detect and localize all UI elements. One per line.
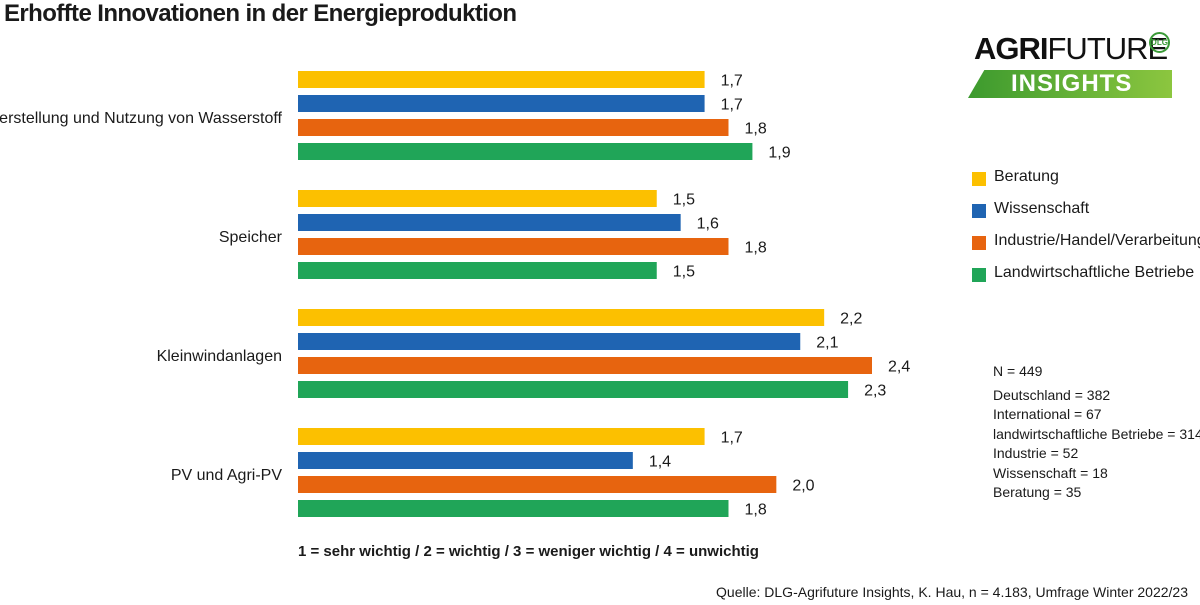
legend-swatch xyxy=(972,268,986,282)
bar-value-label: 1,9 xyxy=(768,145,790,162)
scale-explanation: 1 = sehr wichtig / 2 = wichtig / 3 = wen… xyxy=(298,543,759,560)
legend-label: Industrie/Handel/Verarbeitung xyxy=(994,232,1200,249)
category-label: Kleinwindanlagen xyxy=(157,348,282,365)
legend-swatch xyxy=(972,172,986,186)
bar xyxy=(298,428,705,445)
bar xyxy=(298,214,681,231)
bar xyxy=(298,357,872,374)
logo-wordmark: AGRIFUTURE xyxy=(974,31,1169,66)
bar-value-label: 1,6 xyxy=(697,216,719,233)
bar xyxy=(298,238,729,255)
agrifuture-insights-logo: AGRIFUTURE DLG INSIGHTS xyxy=(968,32,1174,102)
bar xyxy=(298,119,729,136)
bar xyxy=(298,190,657,207)
bar-value-label: 1,5 xyxy=(673,192,695,209)
bar-value-label: 1,8 xyxy=(745,121,767,138)
bar-value-label: 2,2 xyxy=(840,311,862,328)
bar xyxy=(298,143,753,160)
legend-label: Beratung xyxy=(994,168,1059,185)
bar-value-label: 1,7 xyxy=(721,97,743,114)
sample-row: Deutschland = 382 xyxy=(993,386,1111,403)
sample-size-box: N = 449 Deutschland = 382 International … xyxy=(993,362,1200,503)
legend-swatch xyxy=(972,236,986,250)
bar-value-label: 1,8 xyxy=(745,240,767,257)
bar xyxy=(298,452,633,469)
logo-product-name: INSIGHTS xyxy=(1011,70,1133,97)
chart-title: Erhoffte Innovationen in der Energieprod… xyxy=(4,0,517,27)
bar-value-label: 1,5 xyxy=(673,264,695,281)
bar-value-label: 1,7 xyxy=(721,73,743,90)
bar xyxy=(298,500,729,517)
sample-total: N = 449 xyxy=(993,363,1043,379)
bar xyxy=(298,333,801,350)
sample-row: Wissenschaft = 18 xyxy=(993,464,1108,481)
legend-label: Landwirtschaftliche Betriebe xyxy=(994,264,1195,281)
bar-value-label: 2,4 xyxy=(888,359,910,376)
bar xyxy=(298,476,777,493)
sample-row: landwirtschaftliche Betriebe = 314 xyxy=(993,425,1200,442)
logo-brand-light: FUTURE xyxy=(1047,31,1169,66)
dlg-badge-icon: DLG xyxy=(1149,32,1170,53)
legend-label: Wissenschaft xyxy=(994,200,1090,217)
bar-chart: Herstellung und Nutzung von Wasserstoff 1… xyxy=(0,71,910,519)
bar xyxy=(298,381,849,398)
bar xyxy=(298,95,705,112)
sample-row: Beratung = 35 xyxy=(993,484,1082,500)
category-label: Speicher xyxy=(219,229,283,246)
category-label: PV und Agri-PV xyxy=(171,467,283,484)
category-label: Herstellung und Nutzung von Wasserstoff xyxy=(0,110,283,127)
bar xyxy=(298,71,705,88)
bar-value-label: 1,8 xyxy=(745,502,767,519)
sample-row: International = 67 xyxy=(993,406,1102,422)
sample-row: Industrie = 52 xyxy=(993,445,1079,461)
bar xyxy=(298,262,657,279)
bar-value-label: 2,3 xyxy=(864,383,886,400)
logo-green-banner xyxy=(968,70,1172,98)
bar xyxy=(298,309,825,326)
bar-value-label: 1,7 xyxy=(721,430,743,447)
logo-brand-bold: AGRI xyxy=(974,31,1048,66)
bar-value-label: 2,1 xyxy=(816,335,838,352)
bar-value-label: 2,0 xyxy=(792,478,814,495)
bar-value-label: 1,4 xyxy=(649,454,671,471)
legend-swatch xyxy=(972,204,986,218)
source-note: Quelle: DLG-Agrifuture Insights, K. Hau,… xyxy=(716,584,1188,600)
